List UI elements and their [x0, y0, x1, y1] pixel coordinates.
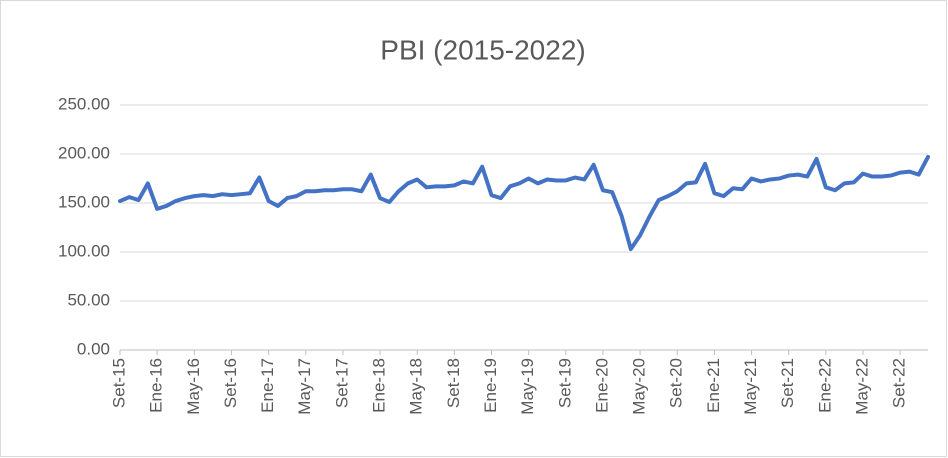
x-tick-label: Ene-16 — [147, 358, 166, 413]
x-tick-label: Set-20 — [667, 358, 686, 408]
chart-title: PBI (2015-2022) — [380, 34, 585, 65]
x-tick-label: May-19 — [518, 358, 537, 415]
x-tick-label: May-22 — [852, 358, 871, 415]
x-tick-label: Set-16 — [221, 358, 240, 408]
x-tick-label: Ene-21 — [704, 358, 723, 413]
y-tick-label: 0.00 — [77, 339, 110, 358]
x-tick-label: May-21 — [741, 358, 760, 415]
y-tick-label: 250.00 — [58, 94, 110, 113]
x-tick-label: Set-21 — [778, 358, 797, 408]
x-tick-label: Ene-19 — [481, 358, 500, 413]
y-tick-label: 150.00 — [58, 192, 110, 211]
x-tick-label: May-16 — [184, 358, 203, 415]
y-tick-label: 100.00 — [58, 241, 110, 260]
x-tick-label: Set-17 — [332, 358, 351, 408]
x-tick-label: May-18 — [407, 358, 426, 415]
x-tick-label: May-17 — [295, 358, 314, 415]
x-tick-label: Set-15 — [109, 358, 128, 408]
x-tick-label: Ene-20 — [592, 358, 611, 413]
x-tick-label: Ene-22 — [815, 358, 834, 413]
x-tick-label: Set-18 — [444, 358, 463, 408]
x-tick-label: Ene-17 — [258, 358, 277, 413]
y-tick-label: 50.00 — [67, 290, 110, 309]
x-tick-label: Set-22 — [890, 358, 909, 408]
y-tick-label: 200.00 — [58, 143, 110, 162]
x-tick-label: Set-19 — [555, 358, 574, 408]
x-tick-label: May-20 — [630, 358, 649, 415]
x-tick-label: Ene-18 — [370, 358, 389, 413]
data-line — [118, 154, 930, 252]
